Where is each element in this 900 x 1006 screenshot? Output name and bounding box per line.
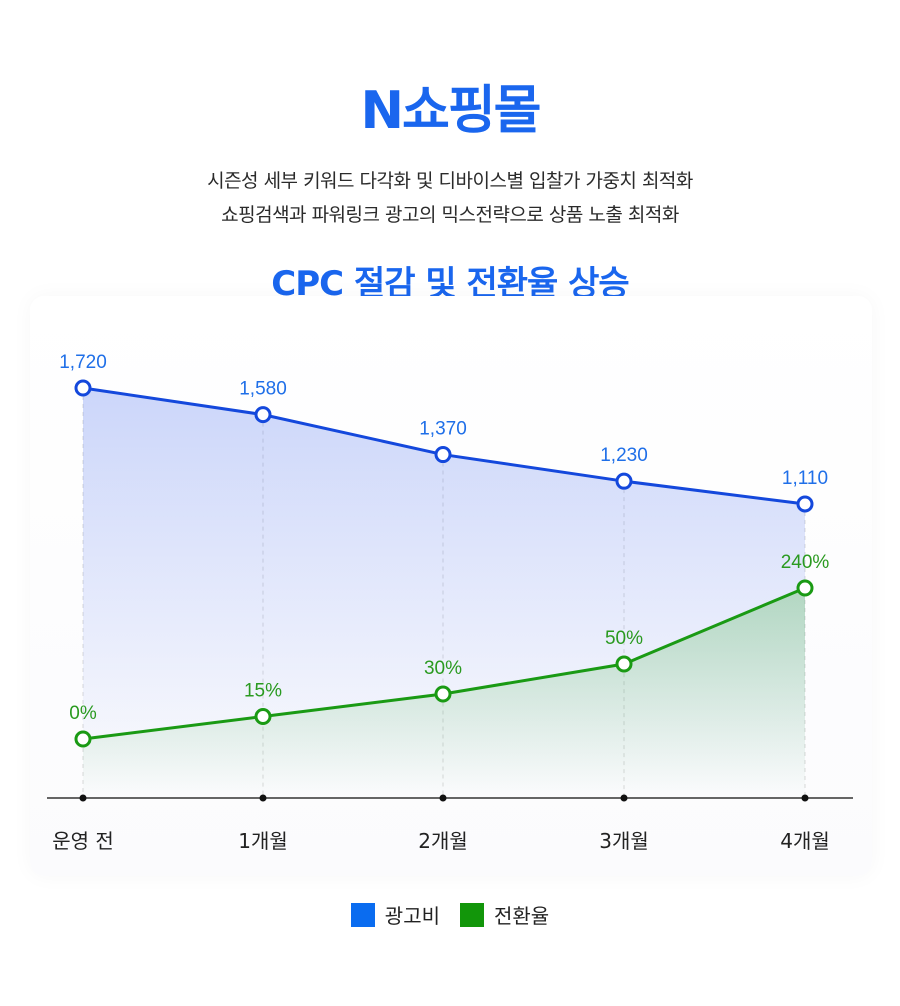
conversion-point — [615, 655, 633, 673]
ad-cost-data-label: 1,230 — [600, 445, 648, 466]
x-tick-label: 1개월 — [238, 829, 288, 853]
conversion-area — [83, 588, 805, 798]
legend-swatch-conversion — [460, 902, 484, 927]
ad-cost-data-label: 1,580 — [239, 379, 287, 400]
conversion-point — [254, 708, 272, 725]
conversion-data-label: 15% — [244, 681, 282, 702]
x-tick-label: 운영 전 — [52, 829, 114, 853]
chart-legend: 광고비 전환율 — [0, 900, 900, 929]
ad-cost-point — [254, 406, 272, 424]
x-axis-tick — [801, 794, 809, 802]
description-line-1: 시즌성 세부 키워드 다각화 및 디바이스별 입찰가 가중치 최적화 — [207, 170, 693, 192]
legend-label-conversion: 전환율 — [494, 904, 550, 928]
conversion-data-label: 50% — [605, 628, 643, 649]
ad-cost-point — [796, 495, 814, 513]
legend-item-conversion: 전환율 — [460, 900, 549, 929]
x-tick-label: 3개월 — [599, 829, 649, 853]
x-axis-tick — [620, 794, 628, 802]
x-axis-tick — [439, 794, 447, 802]
conversion-point — [74, 730, 92, 748]
ad-cost-point — [434, 446, 452, 464]
description-line-2: 쇼핑검색과 파워링크 광고의 믹스전략으로 상품 노출 최적화 — [221, 204, 679, 226]
x-tick-label: 4개월 — [780, 829, 830, 853]
description: 시즌성 세부 키워드 다각화 및 디바이스별 입찰가 가중치 최적화 쇼핑검색과… — [0, 164, 900, 232]
ad-cost-data-label: 1,110 — [782, 468, 828, 489]
legend-item-ad-cost: 광고비 — [350, 900, 440, 929]
conversion-data-label: 30% — [424, 658, 462, 679]
ad-cost-data-label: 1,720 — [59, 352, 107, 373]
conversion-data-label: 0% — [69, 703, 97, 724]
conversion-point — [796, 579, 814, 597]
legend-label-ad-cost: 광고비 — [384, 904, 440, 928]
x-axis-tick — [79, 794, 87, 802]
x-tick-label: 2개월 — [418, 829, 468, 853]
ad-cost-point — [74, 379, 92, 397]
legend-swatch-ad-cost — [350, 902, 375, 927]
x-axis-tick — [259, 794, 267, 802]
ad-cost-point — [615, 472, 633, 490]
ad-cost-data-label: 1,370 — [419, 419, 467, 440]
conversion-point — [434, 685, 452, 703]
conversion-data-label: 240% — [781, 552, 830, 573]
page-title: N쇼핑몰 — [360, 81, 541, 141]
